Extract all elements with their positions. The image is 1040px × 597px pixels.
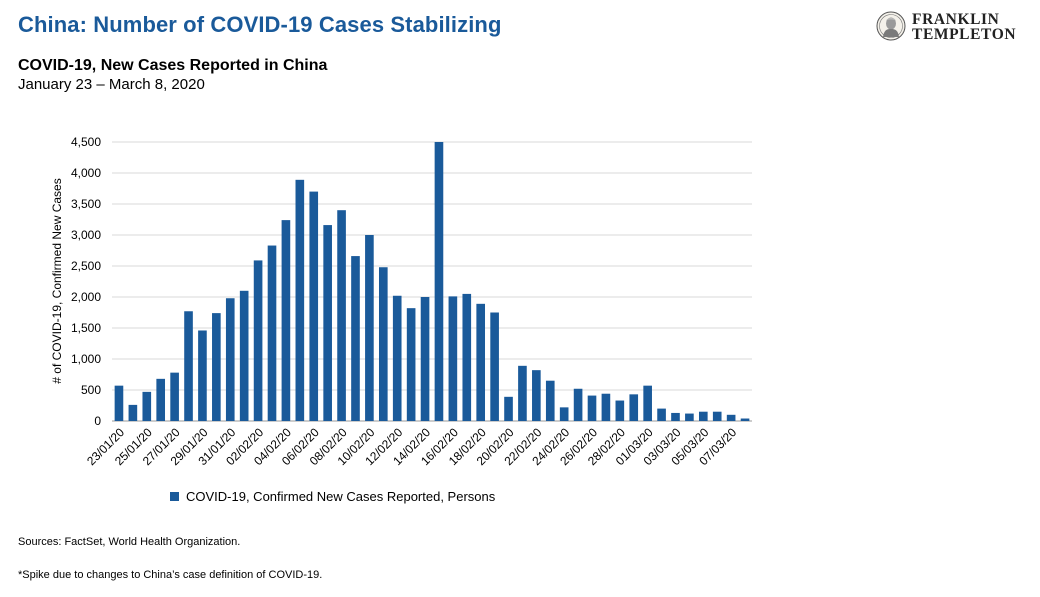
bar [365, 235, 374, 421]
bar [128, 404, 138, 421]
y-tick-label: 3,500 [71, 197, 101, 211]
bar [615, 400, 625, 421]
y-tick-label: 4,000 [71, 166, 101, 180]
bar [698, 411, 708, 421]
legend-label: COVID-19, Confirmed New Cases Reported, … [186, 489, 496, 504]
bar [462, 293, 472, 421]
bar [212, 313, 221, 421]
chart-subtitle: January 23 – March 8, 2020 [18, 76, 205, 93]
bar [114, 385, 124, 421]
footnote: *Spike due to changes to China’s case de… [18, 569, 323, 581]
bar [740, 418, 750, 421]
logo-line-1: FRANKLIN [912, 11, 1000, 28]
franklin-templeton-logo: FRANKLIN TEMPLETON [874, 10, 1034, 44]
x-axis-ticks: 23/01/2025/01/2027/01/2029/01/2031/01/20… [84, 425, 739, 468]
bar [685, 413, 694, 421]
y-axis-label: # of COVID-19, Confirmed New Cases [50, 178, 64, 383]
bar [295, 179, 305, 421]
bar [434, 142, 444, 421]
bar [587, 395, 597, 421]
y-tick-label: 500 [81, 383, 101, 397]
bar [476, 303, 486, 421]
bar [309, 191, 319, 421]
bar [239, 290, 249, 421]
bar-series [114, 142, 750, 421]
legend-swatch [170, 492, 179, 501]
bar [532, 370, 541, 421]
bar [490, 312, 499, 421]
bar [420, 297, 430, 421]
bar [629, 394, 639, 421]
chart-title: COVID-19, New Cases Reported in China [18, 57, 328, 74]
bar [573, 388, 583, 421]
bar [518, 365, 527, 421]
bar [545, 380, 555, 421]
benjamin-franklin-seal-icon [876, 11, 906, 41]
bar [406, 308, 416, 421]
bar [712, 411, 722, 421]
chart-legend: COVID-19, Confirmed New Cases Reported, … [170, 489, 495, 504]
bar [170, 372, 179, 421]
bar [643, 385, 652, 421]
logo-line-2: TEMPLETON [912, 26, 1017, 43]
page-title: China: Number of COVID-19 Cases Stabiliz… [18, 12, 502, 37]
y-tick-label: 0 [94, 414, 101, 428]
bar [559, 407, 569, 421]
bar [253, 260, 263, 421]
bar [142, 391, 152, 421]
bar [267, 245, 277, 421]
bar [184, 311, 193, 421]
bar [225, 298, 235, 421]
y-tick-label: 1,000 [71, 352, 101, 366]
bar [351, 256, 360, 421]
bar [601, 393, 611, 421]
bar [323, 225, 332, 421]
y-tick-label: 2,000 [71, 290, 101, 304]
y-axis-ticks: 0 500 1,000 1,500 2,000 2,500 3,000 3,500 4,000 4… [71, 135, 101, 428]
bar [281, 220, 291, 421]
bar [657, 408, 666, 421]
bar [392, 295, 402, 421]
bar [337, 210, 346, 421]
y-tick-label: 3,000 [71, 228, 101, 242]
bar [448, 296, 458, 421]
bar [198, 330, 207, 421]
bar [156, 378, 166, 421]
bar [726, 414, 736, 421]
y-tick-label: 4,500 [71, 135, 101, 149]
bar [671, 412, 680, 421]
bar [378, 267, 388, 421]
gridlines [112, 141, 752, 422]
sources-note: Sources: FactSet, World Health Organizat… [18, 536, 241, 548]
bar [504, 396, 513, 421]
y-tick-label: 1,500 [71, 321, 101, 335]
y-tick-label: 2,500 [71, 259, 101, 273]
